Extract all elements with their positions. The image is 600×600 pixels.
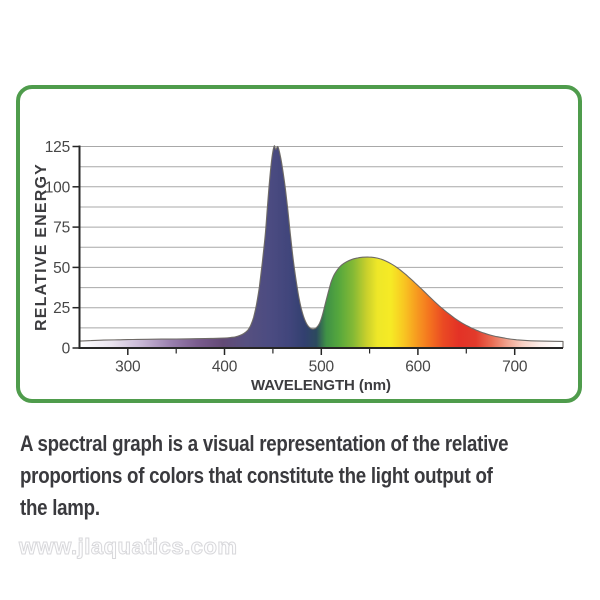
y-tick-label: 75 (53, 220, 70, 237)
caption: A spectral graph is a visual representat… (20, 428, 509, 524)
tick-labels: 0 25 50 75 100 125 300 400 500 600 700 (45, 139, 528, 376)
y-tick-label: 25 (53, 300, 70, 317)
caption-line-2: proportions of colors that constitute th… (20, 463, 493, 488)
x-tick-label: 300 (115, 359, 141, 376)
caption-line-3: the lamp. (20, 495, 100, 520)
chart-border-box (16, 85, 582, 403)
y-tick-label: 50 (53, 260, 70, 277)
x-tick-label: 700 (502, 359, 528, 376)
y-axis-title: RELATIVE ENERGY (33, 163, 50, 331)
y-tick-label: 100 (45, 179, 71, 196)
y-tick-label: 0 (62, 341, 71, 358)
x-tick-label: 400 (212, 359, 238, 376)
x-tick-label: 600 (405, 359, 431, 376)
x-axis-title: WAVELENGTH (nm) (251, 377, 391, 394)
spectral-curve-outline (79, 145, 564, 348)
watermark: www.jlaquatics.com (18, 534, 238, 560)
x-tick-label: 500 (309, 359, 335, 376)
y-tick-label: 125 (45, 139, 70, 156)
tick-marks (72, 145, 516, 355)
gridlines (79, 146, 563, 329)
caption-line-1: A spectral graph is a visual representat… (20, 431, 509, 456)
